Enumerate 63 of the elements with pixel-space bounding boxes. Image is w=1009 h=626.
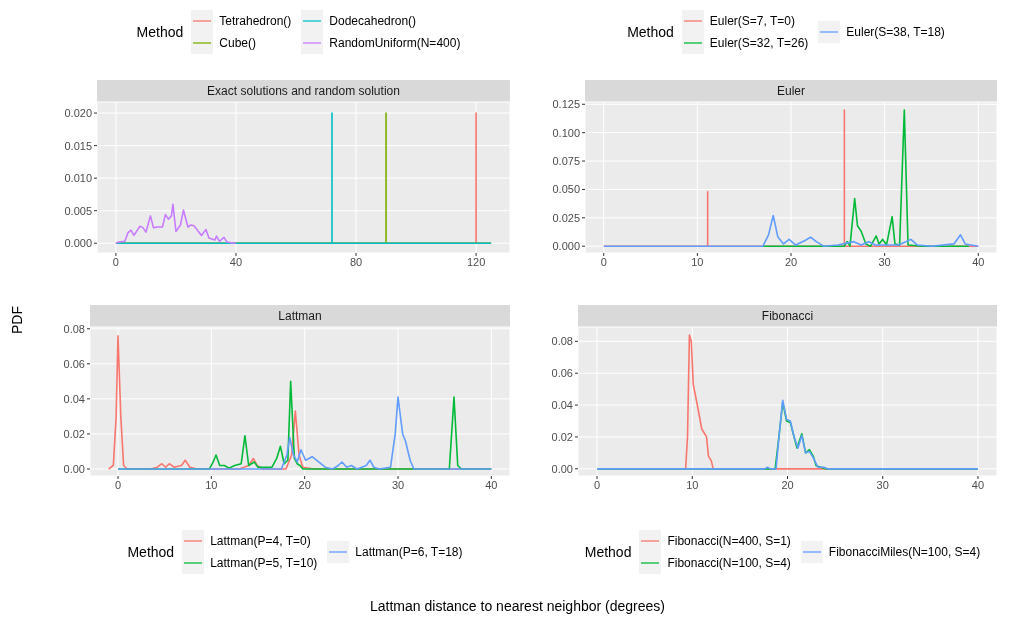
chart-title: Exact solutions and random solution <box>97 80 510 102</box>
legend-label: Lattman(P=6, T=18) <box>355 545 463 559</box>
y-tick-label: 0.04 <box>551 398 573 411</box>
x-tick-label: 0 <box>112 255 119 268</box>
x-tick-label: 40 <box>972 255 985 268</box>
y-tick-label: 0.06 <box>63 357 85 370</box>
legend-title: Method <box>136 24 184 40</box>
y-tick-label: 0.04 <box>63 392 85 405</box>
legend-label: Euler(S=38, T=18) <box>846 25 945 39</box>
y-tick-label: 0.000 <box>552 240 580 253</box>
y-tick-label: 0.06 <box>551 367 573 380</box>
x-axis-title: Lattman distance to nearest neighbor (degrees) <box>369 598 666 614</box>
y-tick-label: 0.050 <box>552 183 580 196</box>
legend-label: Tetrahedron() <box>219 14 292 28</box>
y-tick-label: 0.00 <box>63 462 85 475</box>
legend-label: Cube() <box>219 36 256 50</box>
legend-label: Lattman(P=5, T=10) <box>210 556 318 570</box>
x-tick-label: 10 <box>686 478 699 491</box>
y-tick-label: 0.005 <box>64 204 92 217</box>
chart-title: Lattman <box>90 305 510 327</box>
x-tick-label: 30 <box>878 255 891 268</box>
x-tick-label: 20 <box>784 255 798 268</box>
x-tick-label: 30 <box>391 478 405 491</box>
legend-title: Method <box>127 544 175 560</box>
chart-title: Fibonacci <box>578 305 997 327</box>
legend-label: RandomUniform(N=400) <box>329 36 461 50</box>
legend-label: Euler(S=7, T=0) <box>709 14 795 28</box>
legend-label: Lattman(P=4, T=0) <box>210 534 311 548</box>
legend-label: FibonacciMiles(N=100, S=4) <box>828 545 981 559</box>
x-tick-label: 40 <box>971 478 985 491</box>
x-tick-label: 0 <box>114 478 122 491</box>
y-tick-label: 0.00 <box>551 462 573 475</box>
x-tick-label: 80 <box>349 255 363 268</box>
x-tick-label: 40 <box>229 255 243 268</box>
x-tick-label: 20 <box>298 478 311 491</box>
y-tick-label: 0.02 <box>63 427 85 440</box>
y-tick-label: 0.000 <box>64 237 92 250</box>
y-tick-label: 0.08 <box>63 322 85 335</box>
x-tick-label: 10 <box>205 478 218 491</box>
y-tick-label: 0.02 <box>551 430 573 443</box>
y-tick-label: 0.125 <box>552 98 580 111</box>
y-tick-label: 0.015 <box>64 139 92 152</box>
legend-label: Euler(S=32, T=26) <box>709 36 809 50</box>
x-tick-label: 0 <box>600 255 607 268</box>
x-tick-label: 0 <box>593 478 601 491</box>
legend-label: Fibonacci(N=100, S=4) <box>667 556 791 570</box>
y-tick-label: 0.010 <box>64 172 92 185</box>
y-tick-label: 0.025 <box>552 211 580 224</box>
y-tick-label: 0.020 <box>64 106 92 119</box>
y-tick-label: 0.075 <box>552 154 580 167</box>
legend-label: Fibonacci(N=400, S=1) <box>667 534 791 548</box>
x-tick-label: 20 <box>781 478 794 491</box>
legend-title: Method <box>627 24 674 40</box>
chart-title: Euler <box>585 80 997 102</box>
y-tick-label: 0.100 <box>552 126 580 139</box>
x-tick-label: 40 <box>485 478 498 491</box>
legend-label: Dodecahedron() <box>329 14 417 28</box>
y-axis-title: PDF <box>9 305 25 335</box>
x-tick-label: 120 <box>466 255 486 268</box>
x-tick-label: 30 <box>876 478 889 491</box>
legend-title: Method <box>584 544 632 560</box>
x-tick-label: 10 <box>691 255 704 268</box>
y-tick-label: 0.08 <box>551 335 573 348</box>
